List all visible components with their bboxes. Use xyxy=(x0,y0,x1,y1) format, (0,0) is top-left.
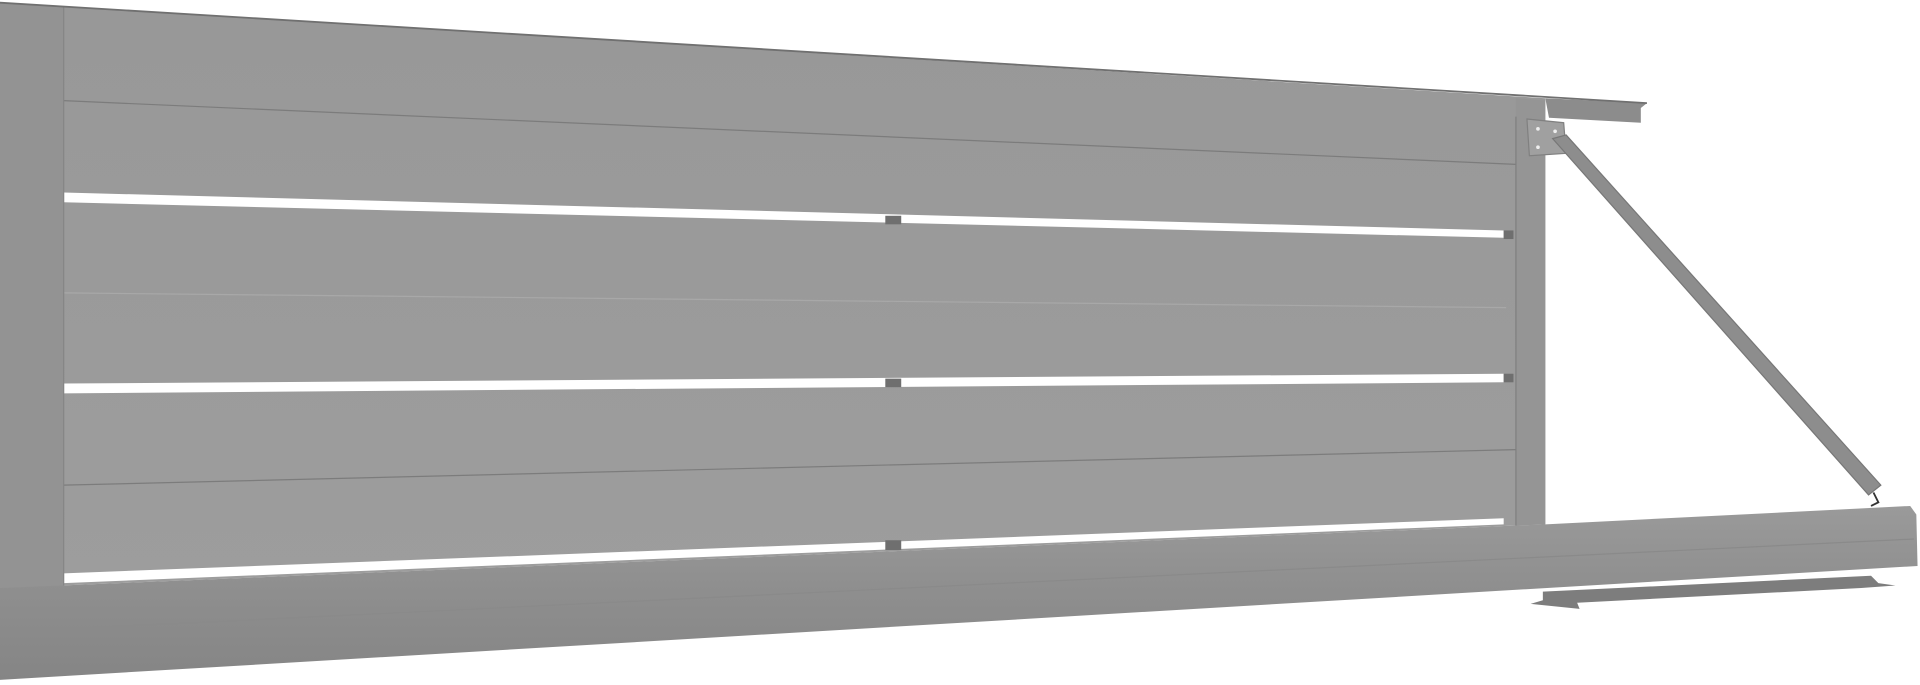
top-edge xyxy=(0,1,1647,105)
right-post xyxy=(1515,98,1546,526)
slat-gaps xyxy=(63,192,1504,584)
stiffener-part xyxy=(885,215,902,225)
bottom-beam xyxy=(0,505,1918,680)
stiffener-part xyxy=(885,540,902,551)
slat-seams xyxy=(63,100,1516,486)
gap xyxy=(63,192,1504,238)
stiffener-part xyxy=(1503,230,1514,240)
left-post xyxy=(0,2,64,591)
stiffener-part xyxy=(885,378,902,388)
bolt xyxy=(1536,145,1540,150)
seam xyxy=(63,449,1516,486)
guide-rail xyxy=(1530,575,1896,609)
beam-edge xyxy=(0,538,1914,633)
gate-panel xyxy=(0,2,1546,589)
brace-wire xyxy=(1870,492,1880,507)
bolt xyxy=(1536,126,1540,131)
gap xyxy=(63,518,1504,584)
bolt xyxy=(1553,129,1557,134)
top-rail-extension xyxy=(1545,98,1647,123)
gap xyxy=(63,373,1504,394)
middle-stiffener xyxy=(885,215,1514,551)
seam xyxy=(63,292,1507,309)
diagonal-brace xyxy=(1551,134,1882,496)
seam xyxy=(63,100,1516,165)
stiffener-part xyxy=(1503,373,1514,383)
